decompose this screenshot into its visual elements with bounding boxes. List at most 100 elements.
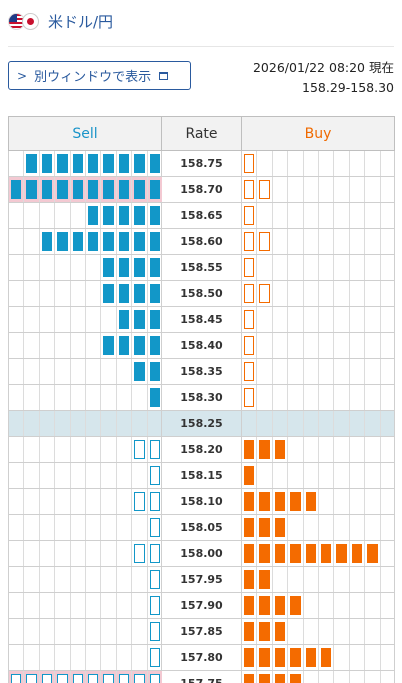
buy-block-filled bbox=[259, 596, 270, 615]
buy-cell bbox=[241, 306, 395, 333]
sell-block-filled bbox=[134, 232, 145, 251]
buy-block-outline bbox=[244, 362, 255, 381]
sell-block-filled bbox=[134, 258, 145, 277]
sell-block-filled bbox=[26, 154, 37, 173]
sell-block-filled bbox=[149, 362, 161, 381]
sell-block-filled bbox=[103, 154, 114, 173]
buy-block-filled bbox=[274, 518, 286, 537]
sell-block-filled bbox=[118, 284, 130, 303]
order-book-body: 158.75 158.70 158.65 158.60 158.55 158.50 158.… bbox=[8, 150, 395, 683]
buy-block-filled bbox=[244, 648, 255, 667]
sell-block-filled bbox=[118, 154, 130, 173]
buy-block-outline bbox=[244, 154, 255, 173]
sell-block-filled bbox=[134, 206, 145, 225]
sell-block-filled bbox=[72, 154, 84, 173]
sell-block-filled bbox=[118, 180, 130, 199]
buy-block-filled bbox=[274, 492, 286, 511]
sell-cell bbox=[8, 358, 162, 385]
buy-block-filled bbox=[244, 622, 255, 641]
sell-block-filled bbox=[103, 336, 114, 355]
buy-block-filled bbox=[305, 648, 317, 667]
sell-block-outline bbox=[149, 440, 161, 459]
buy-cell bbox=[241, 592, 395, 619]
sell-block-filled bbox=[118, 232, 130, 251]
table-row: 158.65 bbox=[8, 202, 395, 229]
buy-block-filled bbox=[244, 544, 255, 563]
table-row: 158.35 bbox=[8, 358, 395, 385]
buy-block-filled bbox=[290, 674, 301, 683]
sell-block-outline bbox=[41, 674, 53, 683]
buy-cell bbox=[241, 462, 395, 489]
sell-block-filled bbox=[149, 232, 161, 251]
buy-block-filled bbox=[259, 440, 270, 459]
buy-block-outline bbox=[259, 232, 270, 251]
sell-block-filled bbox=[41, 232, 53, 251]
sell-block-outline bbox=[57, 674, 68, 683]
buy-cell bbox=[241, 176, 395, 203]
rate-cell: 157.75 bbox=[161, 670, 242, 683]
sell-block-outline bbox=[134, 674, 145, 683]
rate-cell: 158.45 bbox=[161, 306, 242, 333]
sell-block-filled bbox=[103, 180, 114, 199]
sell-block-filled bbox=[149, 284, 161, 303]
table-row: 158.20 bbox=[8, 436, 395, 463]
table-row: 158.00 bbox=[8, 540, 395, 567]
sell-cell bbox=[8, 176, 163, 203]
table-row: 158.75 bbox=[8, 150, 395, 177]
sell-block-filled bbox=[41, 180, 53, 199]
timestamp: 2026/01/22 08:20 現在 bbox=[252, 60, 394, 75]
buy-block-filled bbox=[351, 544, 363, 563]
table-row: 157.80 bbox=[8, 644, 395, 671]
sell-block-filled bbox=[57, 180, 68, 199]
rate-cell: 158.05 bbox=[161, 514, 242, 541]
sell-header: Sell bbox=[8, 116, 162, 151]
rate-cell: 158.55 bbox=[161, 254, 242, 281]
rate-cell: 157.85 bbox=[161, 618, 242, 645]
buy-cell bbox=[241, 618, 395, 645]
sell-cell bbox=[8, 592, 162, 619]
sell-cell bbox=[8, 150, 162, 177]
sell-block-outline bbox=[149, 544, 161, 563]
rate-cell: 157.95 bbox=[161, 566, 242, 593]
sell-cell bbox=[8, 644, 162, 671]
sell-cell bbox=[8, 202, 162, 229]
buy-block-filled bbox=[244, 440, 255, 459]
rate-cell: 158.25 bbox=[161, 410, 242, 437]
rate-cell: 157.80 bbox=[161, 644, 242, 671]
sell-block-outline bbox=[149, 466, 161, 485]
buy-block-filled bbox=[244, 518, 255, 537]
open-new-window-button[interactable]: > 別ウィンドウで表示 bbox=[8, 61, 191, 90]
table-row: 158.55 bbox=[8, 254, 395, 281]
table-row: 158.10 bbox=[8, 488, 395, 515]
sell-block-outline bbox=[72, 674, 84, 683]
buy-block-filled bbox=[259, 622, 270, 641]
sell-block-filled bbox=[118, 206, 130, 225]
sell-block-filled bbox=[26, 180, 37, 199]
buy-block-filled bbox=[244, 674, 255, 683]
buy-cell bbox=[241, 670, 395, 683]
sell-block-filled bbox=[149, 206, 161, 225]
buy-block-filled bbox=[259, 518, 270, 537]
sell-cell bbox=[8, 618, 162, 645]
sell-block-filled bbox=[72, 232, 84, 251]
sell-cell bbox=[8, 410, 162, 437]
table-row: 158.05 bbox=[8, 514, 395, 541]
sell-cell bbox=[8, 384, 162, 411]
header-divider bbox=[8, 46, 394, 47]
sell-block-filled bbox=[149, 388, 161, 407]
buy-block-filled bbox=[244, 570, 255, 589]
buy-block-outline bbox=[259, 180, 270, 199]
buy-block-filled bbox=[321, 648, 332, 667]
sell-block-filled bbox=[134, 154, 145, 173]
table-row: 158.70 bbox=[8, 176, 395, 203]
rate-info: 2026/01/22 08:20 現在 158.29-158.30 bbox=[253, 58, 394, 98]
sell-block-filled bbox=[134, 180, 145, 199]
buy-block-filled bbox=[259, 492, 270, 511]
rate-cell: 158.00 bbox=[161, 540, 242, 567]
sell-cell bbox=[8, 228, 162, 255]
buy-cell bbox=[241, 332, 395, 359]
buy-block-filled bbox=[321, 544, 332, 563]
sell-block-filled bbox=[88, 154, 99, 173]
sell-block-filled bbox=[103, 206, 114, 225]
sell-block-filled bbox=[134, 284, 145, 303]
